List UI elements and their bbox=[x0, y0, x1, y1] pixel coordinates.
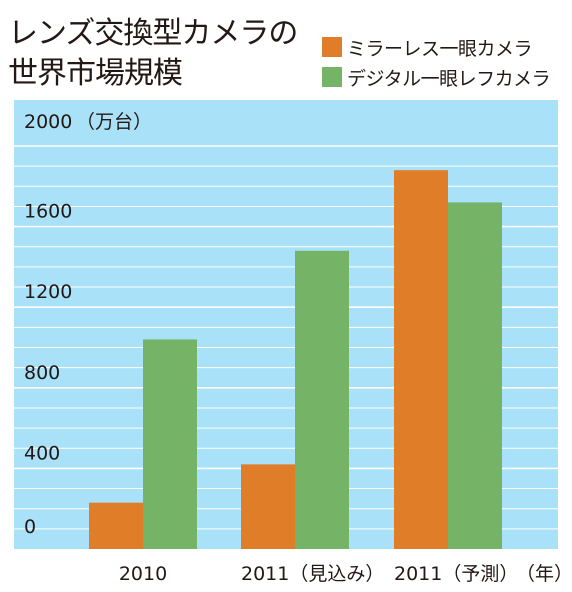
legend-label-dslr: デジタル一眼レフカメラ bbox=[347, 67, 551, 90]
y-tick-label: 800 bbox=[24, 362, 60, 384]
bar-mirrorless-0 bbox=[89, 502, 143, 549]
bar-dslr-1 bbox=[295, 250, 349, 549]
x-axis-unit: （年） bbox=[516, 563, 572, 585]
x-category-labels: 2010 2011（見込み） 2011（予測） bbox=[119, 563, 519, 585]
chart-title-line-2: 世界市場規模 bbox=[8, 56, 183, 91]
y-tick-label: 1200 bbox=[24, 281, 72, 303]
bars bbox=[89, 170, 502, 550]
x-category-label-2: 2011（予測） bbox=[394, 563, 518, 585]
bar-dslr-0 bbox=[143, 339, 197, 549]
bar-mirrorless-2 bbox=[394, 170, 448, 549]
y-tick-label: 1600 bbox=[24, 201, 72, 223]
y-tick-label: 2000 bbox=[24, 111, 72, 133]
x-category-label-0: 2010 bbox=[119, 563, 167, 585]
legend-item-mirrorless: ミラーレス一眼カメラ bbox=[322, 32, 550, 62]
chart-title-line-1: レンズ交換型カメラの bbox=[8, 16, 298, 51]
bar-mirrorless-1 bbox=[241, 464, 295, 549]
legend-swatch-mirrorless bbox=[322, 37, 342, 57]
y-tick-label: 400 bbox=[24, 442, 60, 464]
chart-title: レンズ交換型カメラの 世界市場規模 bbox=[8, 14, 298, 94]
y-tick-labels: 0 400 800 1200 1600 2000 bbox=[24, 111, 72, 538]
legend-item-dslr: デジタル一眼レフカメラ bbox=[322, 62, 551, 92]
y-tick-label: 0 bbox=[24, 516, 36, 538]
x-category-label-1: 2011（見込み） bbox=[241, 563, 384, 585]
legend-swatch-dslr bbox=[322, 67, 342, 87]
bar-dslr-2 bbox=[448, 202, 502, 550]
legend-label-mirrorless: ミラーレス一眼カメラ bbox=[347, 37, 533, 60]
legend: ミラーレス一眼カメラ デジタル一眼レフカメラ bbox=[322, 32, 551, 92]
y-axis-unit: （万台） bbox=[76, 111, 152, 133]
